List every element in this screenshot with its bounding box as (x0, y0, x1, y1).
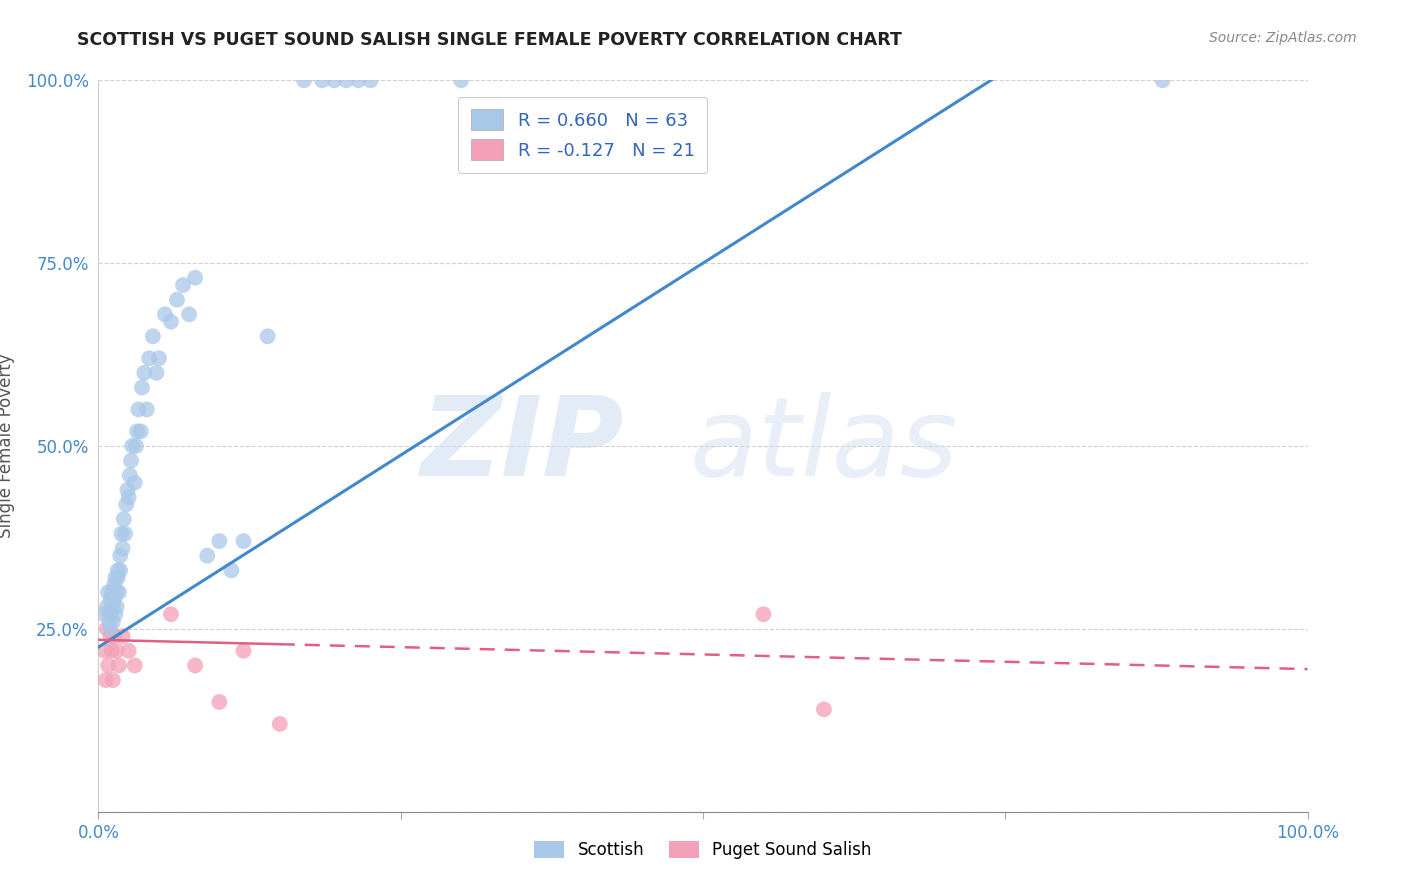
Point (100, 599, 122, 614)
Point (100, 607, 122, 622)
Point (166, 293, 188, 307)
Point (208, 695, 231, 709)
Point (108, 658, 131, 673)
Point (93, 607, 115, 622)
Point (208, 534, 231, 549)
Point (100, 629, 122, 643)
Point (98, 615, 121, 629)
Point (101, 615, 124, 629)
Point (127, 402, 149, 417)
Point (292, 73, 315, 87)
Point (221, 563, 243, 577)
Point (145, 366, 167, 380)
Point (184, 270, 207, 285)
Legend: Scottish, Puget Sound Salish: Scottish, Puget Sound Salish (526, 833, 880, 868)
Point (256, 329, 278, 343)
Point (179, 307, 201, 321)
Point (107, 571, 129, 585)
Point (114, 526, 136, 541)
Point (142, 329, 165, 343)
Text: SCOTTISH VS PUGET SOUND SALISH SINGLE FEMALE POVERTY CORRELATION CHART: SCOTTISH VS PUGET SOUND SALISH SINGLE FE… (77, 31, 903, 49)
Point (135, 402, 157, 417)
Point (129, 425, 152, 439)
Point (232, 534, 254, 549)
Point (98, 607, 121, 622)
Y-axis label: Single Female Poverty: Single Female Poverty (0, 354, 14, 538)
Point (97, 658, 120, 673)
Point (103, 629, 125, 643)
Point (100, 592, 122, 607)
Point (100, 585, 122, 599)
Point (360, 73, 382, 87)
Point (153, 307, 176, 321)
Point (335, 73, 357, 87)
Point (124, 658, 146, 673)
Point (111, 541, 134, 556)
Point (111, 629, 134, 643)
Point (311, 73, 333, 87)
Point (121, 439, 143, 453)
Point (125, 439, 148, 453)
Point (93, 644, 115, 658)
Point (127, 425, 149, 439)
Point (101, 599, 124, 614)
Point (101, 673, 124, 687)
Point (96, 599, 118, 614)
Point (138, 351, 160, 366)
Point (108, 563, 131, 577)
Point (97, 585, 120, 599)
Point (195, 549, 218, 563)
Point (752, 607, 775, 622)
Text: Source: ZipAtlas.com: Source: ZipAtlas.com (1209, 31, 1357, 45)
Point (124, 475, 146, 490)
Text: ZIP: ZIP (420, 392, 624, 500)
Point (103, 592, 125, 607)
Point (232, 644, 254, 658)
Point (117, 483, 139, 497)
Point (323, 73, 346, 87)
Point (269, 717, 291, 731)
Point (118, 490, 141, 504)
Point (105, 585, 128, 599)
Text: atlas: atlas (689, 392, 959, 500)
Point (118, 644, 141, 658)
Point (103, 578, 125, 592)
Point (120, 453, 142, 467)
Point (105, 599, 128, 614)
Point (450, 73, 472, 87)
Point (107, 563, 129, 577)
Point (813, 702, 835, 716)
Point (172, 278, 194, 293)
Point (105, 644, 128, 658)
Point (115, 498, 138, 512)
Point (148, 351, 170, 366)
Point (100, 622, 122, 636)
Point (1152, 73, 1174, 87)
Point (96, 622, 118, 636)
Point (112, 512, 135, 526)
Point (118, 468, 141, 483)
Point (347, 73, 370, 87)
Point (160, 607, 183, 622)
Legend: R = 0.660   N = 63, R = -0.127   N = 21: R = 0.660 N = 63, R = -0.127 N = 21 (458, 96, 707, 173)
Point (108, 549, 131, 563)
Point (104, 571, 127, 585)
Point (110, 526, 132, 541)
Point (104, 607, 127, 622)
Point (100, 644, 122, 658)
Point (131, 380, 153, 394)
Point (108, 585, 131, 599)
Point (134, 366, 156, 380)
Point (94, 673, 117, 687)
Point (160, 315, 183, 329)
Point (184, 658, 207, 673)
